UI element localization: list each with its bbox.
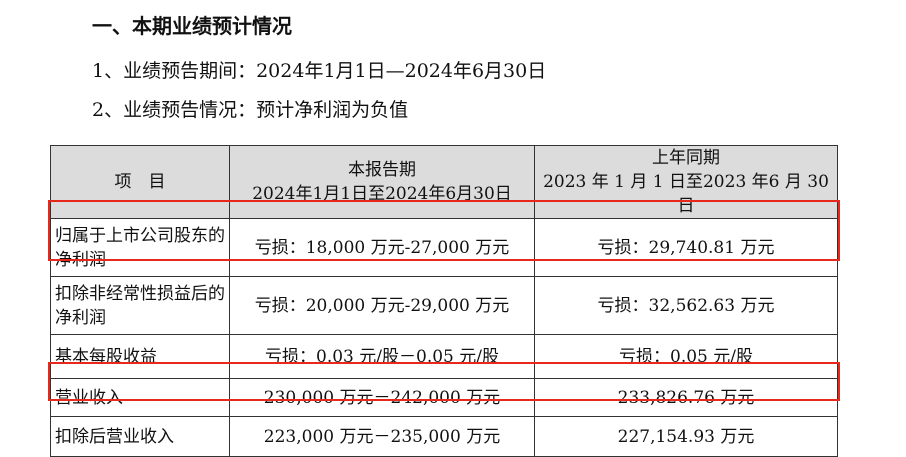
table-row: 扣除后营业收入 223,000 万元－235,000 万元 227,154.93… <box>50 416 838 457</box>
highlight-box-revenue <box>48 362 840 401</box>
header-item: 项 目 <box>50 145 230 219</box>
row-prior: 亏损：0.05 元/股 <box>534 334 838 379</box>
row-item: 扣除非经常性损益后的净利润 <box>50 276 230 335</box>
row-prior: 227,154.93 万元 <box>534 416 838 457</box>
row-item: 基本每股收益 <box>50 334 230 379</box>
row-item: 归属于上市公司股东的净利润 <box>50 218 230 277</box>
header-item-label: 项 目 <box>114 172 166 192</box>
row-prior: 233,826.76 万元 <box>534 378 838 417</box>
table-header-row: 项 目 本报告期 2024年1月1日至2024年6月30日 上年同期 2023 年 … <box>50 145 838 219</box>
table-row: 归属于上市公司股东的净利润 亏损：18,000 万元-27,000 万元 亏损：… <box>50 218 838 277</box>
forecast-period: 1、业绩预告期间：2024年1月1日—2024年6月30日 <box>92 60 547 82</box>
row-current: 230,000 万元－242,000 万元 <box>229 378 535 417</box>
row-current: 223,000 万元－235,000 万元 <box>229 416 535 457</box>
row-current: 亏损：20,000 万元-29,000 万元 <box>229 276 535 335</box>
table-row: 营业收入 230,000 万元－242,000 万元 233,826.76 万元 <box>50 378 838 417</box>
highlight-box-net-profit <box>48 200 840 261</box>
header-current-title: 本报告期 <box>348 160 416 180</box>
header-prior: 上年同期 2023 年 1 月 1 日至2023 年6 月 30 日 <box>534 145 838 219</box>
row-item: 扣除后营业收入 <box>50 416 230 457</box>
row-current: 亏损：18,000 万元-27,000 万元 <box>229 218 535 277</box>
table-row: 扣除非经常性损益后的净利润 亏损：20,000 万元-29,000 万元 亏损：… <box>50 276 838 335</box>
row-current: 亏损：0.03 元/股－0.05 元/股 <box>229 334 535 379</box>
row-item: 营业收入 <box>50 378 230 417</box>
section-heading: 一、本期业绩预计情况 <box>92 14 292 38</box>
row-prior: 亏损：29,740.81 万元 <box>534 218 838 277</box>
table-row: 基本每股收益 亏损：0.03 元/股－0.05 元/股 亏损：0.05 元/股 <box>50 334 838 379</box>
forecast-status: 2、业绩预告情况：预计净利润为负值 <box>92 99 409 121</box>
row-prior: 亏损：32,562.63 万元 <box>534 276 838 335</box>
header-prior-title: 上年同期 <box>652 148 720 168</box>
forecast-table: 项 目 本报告期 2024年1月1日至2024年6月30日 上年同期 2023 年 … <box>50 145 838 457</box>
header-current-sub: 2024年1月1日至2024年6月30日 <box>252 184 512 204</box>
